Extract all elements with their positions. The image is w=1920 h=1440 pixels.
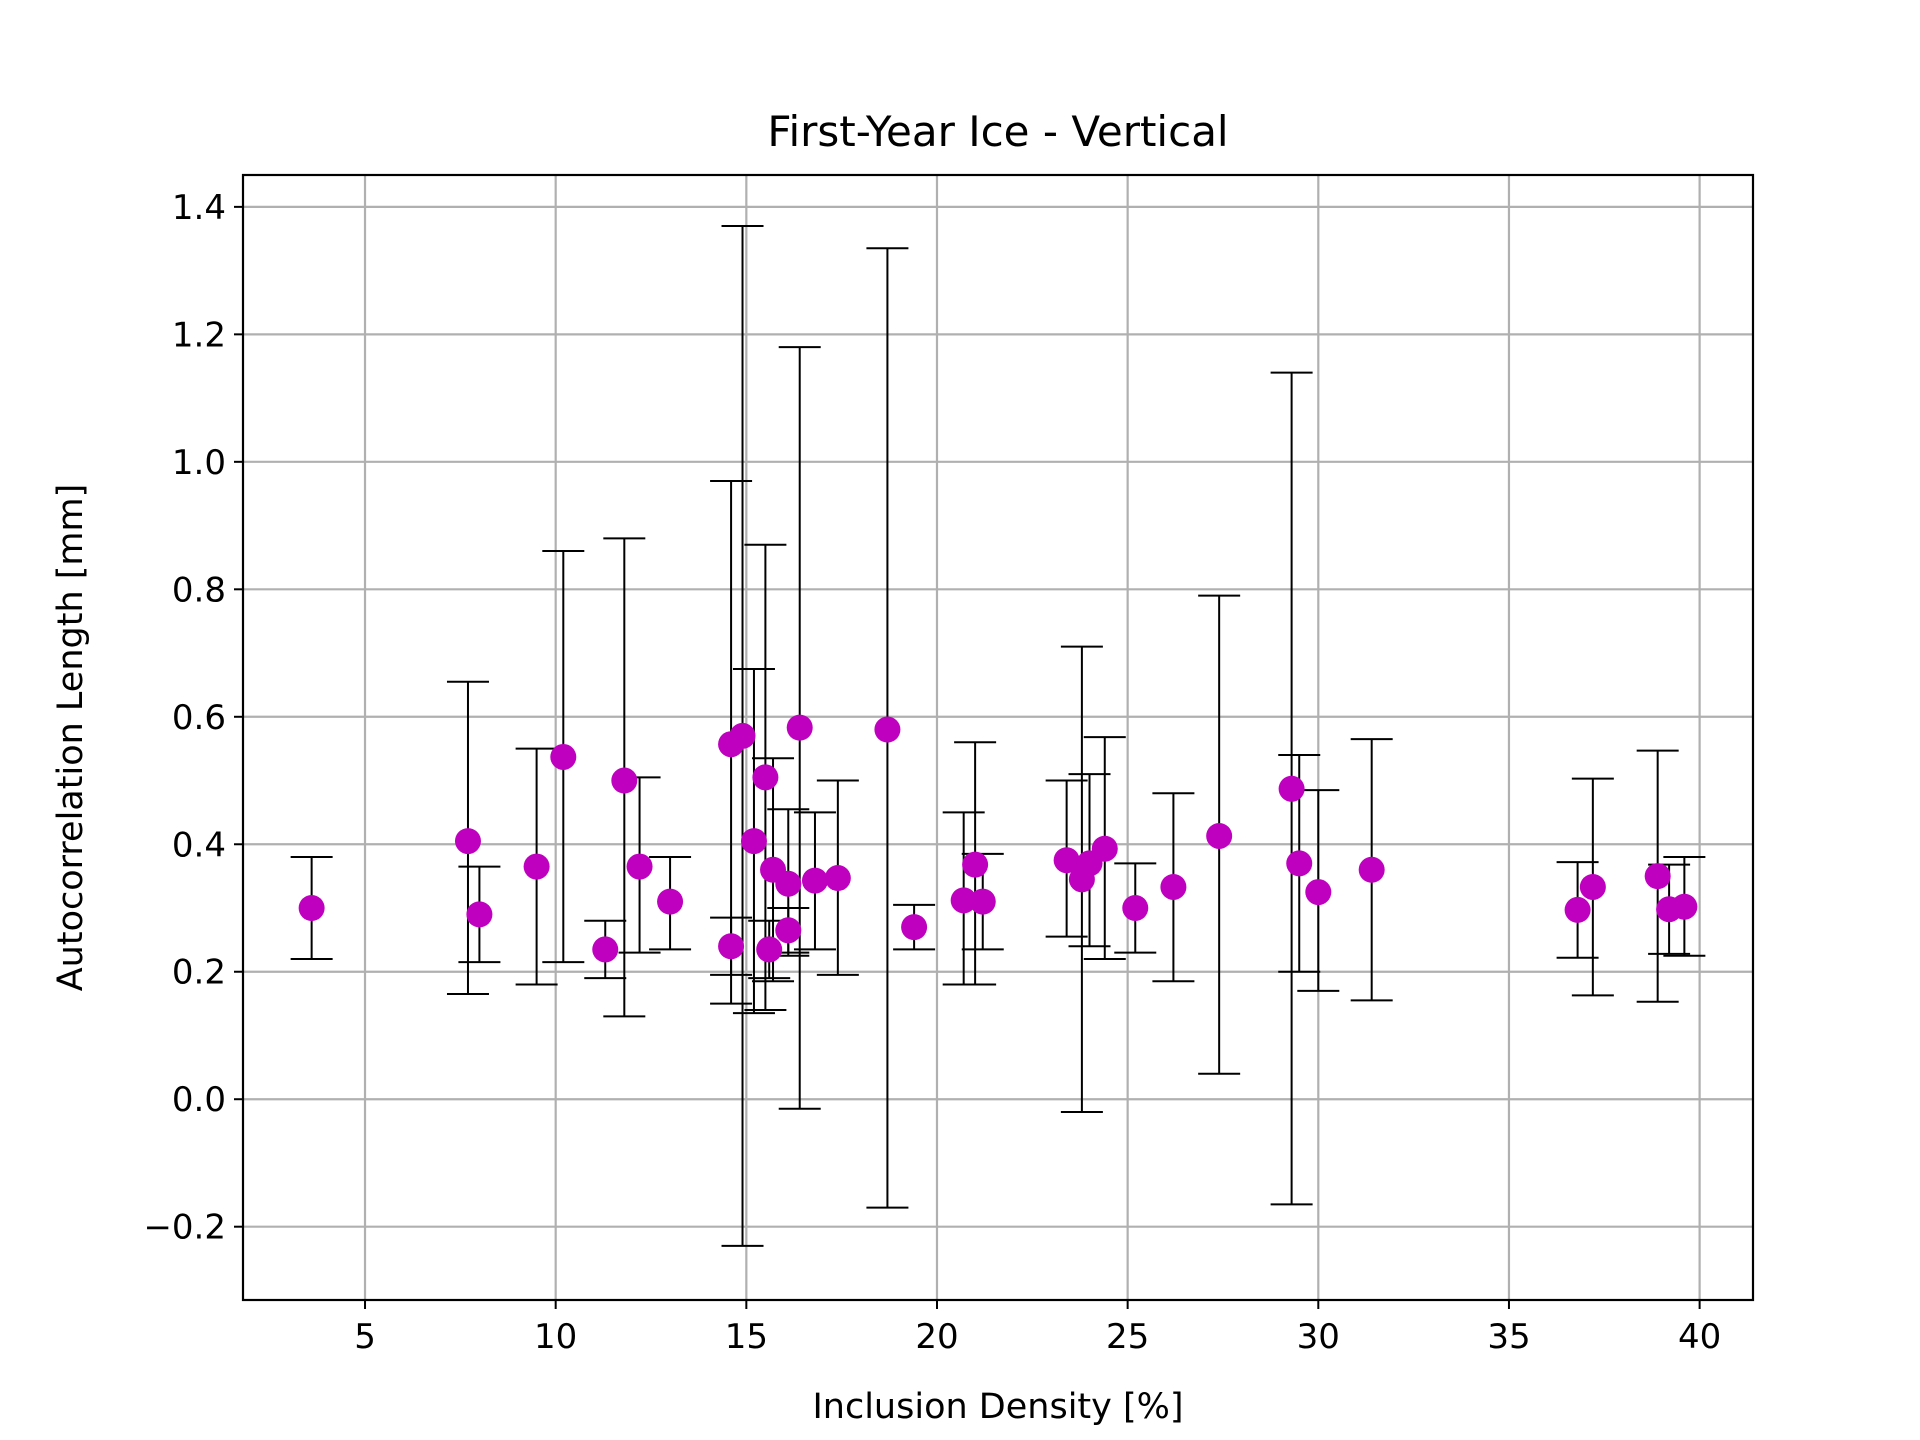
x-tick-label: 5: [354, 1317, 376, 1357]
data-point: [962, 851, 989, 878]
x-tick-label: 10: [534, 1317, 577, 1357]
data-point: [1160, 873, 1187, 900]
data-point: [592, 936, 619, 963]
data-point: [901, 914, 928, 941]
x-tick-label: 20: [915, 1317, 958, 1357]
data-point: [729, 722, 756, 749]
data-point: [775, 917, 802, 944]
data-point: [786, 714, 813, 741]
data-points: [298, 714, 1698, 963]
y-tick-label: 0.2: [172, 953, 226, 993]
data-point: [657, 888, 684, 915]
y-tick-label: 1.0: [172, 443, 226, 483]
data-point: [1358, 856, 1385, 883]
data-point: [454, 828, 481, 855]
data-point: [626, 853, 653, 880]
data-point: [1122, 895, 1149, 922]
data-point: [1305, 879, 1332, 906]
data-point: [874, 716, 901, 743]
data-point: [466, 901, 493, 928]
data-point: [718, 933, 745, 960]
data-point: [775, 870, 802, 897]
x-tick-label: 30: [1297, 1317, 1340, 1357]
data-point: [756, 936, 783, 963]
data-point: [1564, 896, 1591, 923]
data-point: [801, 867, 828, 894]
data-point: [611, 767, 638, 794]
y-tick-label: 0.4: [172, 825, 226, 865]
data-point: [1286, 850, 1313, 877]
x-tick-label: 15: [725, 1317, 768, 1357]
data-point: [550, 743, 577, 770]
y-axis-label: Autocorrelation Length [mm]: [51, 484, 91, 992]
x-tick-label: 25: [1106, 1317, 1149, 1357]
grid: [243, 175, 1753, 1300]
axis-ticks: 5 10 15 20 25 30 35 40 −0.2 0.0 0.2 0.4 0.6 0.8 1.0 1.2…: [143, 188, 1721, 1357]
x-axis-label: Inclusion Density [%]: [812, 1387, 1183, 1427]
data-point: [824, 865, 851, 892]
data-point: [950, 887, 977, 914]
data-point: [1671, 893, 1698, 920]
data-point: [1644, 863, 1671, 890]
data-point: [752, 764, 779, 791]
data-point: [969, 888, 996, 915]
data-point: [1278, 775, 1305, 802]
y-tick-label: 1.4: [172, 188, 226, 228]
x-tick-label: 35: [1487, 1317, 1530, 1357]
y-tick-label: 1.2: [172, 315, 226, 355]
plot-frame: [241, 173, 1755, 1302]
y-tick-label: 0.0: [172, 1080, 226, 1120]
chart-title: First-Year Ice - Vertical: [767, 107, 1228, 156]
y-tick-label: −0.2: [143, 1208, 226, 1248]
x-tick-label: 40: [1678, 1317, 1721, 1357]
data-point: [1091, 835, 1118, 862]
data-point: [1579, 873, 1606, 900]
data-point: [740, 828, 767, 855]
data-point: [523, 853, 550, 880]
data-point: [298, 895, 325, 922]
data-point: [1053, 847, 1080, 874]
data-point: [1206, 822, 1233, 849]
y-tick-label: 0.8: [172, 570, 226, 610]
y-tick-label: 0.6: [172, 698, 226, 738]
